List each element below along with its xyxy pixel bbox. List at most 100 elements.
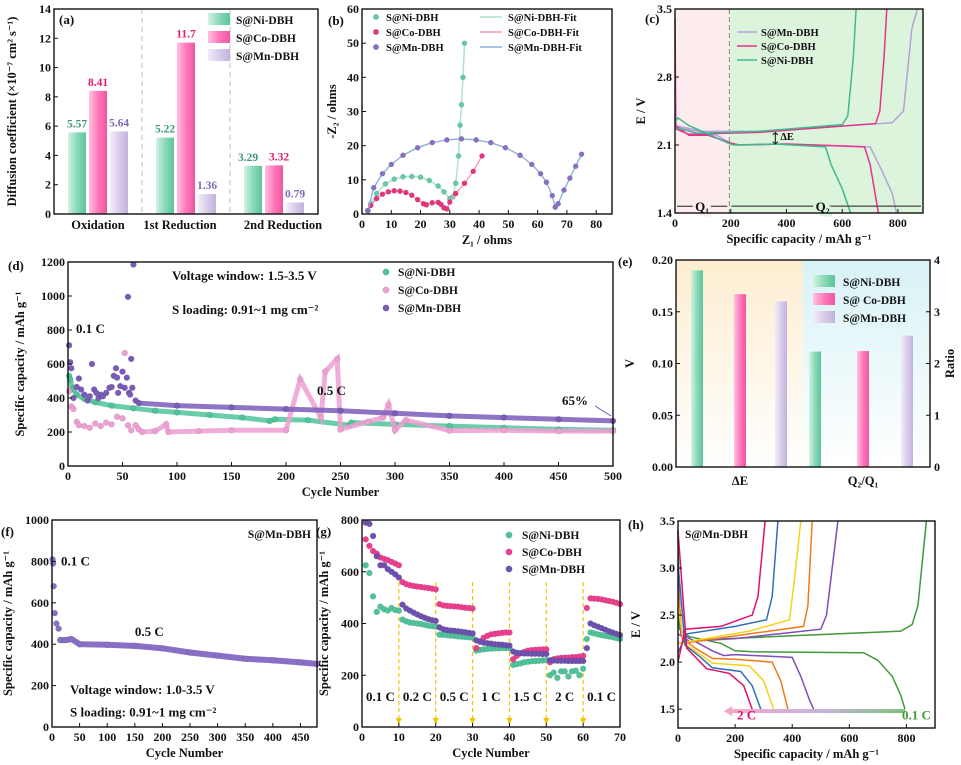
data-point <box>65 342 73 349</box>
rate-label: 0.1 C <box>366 689 395 704</box>
y-tick-label: 400 <box>31 637 49 651</box>
data-point <box>132 421 139 429</box>
rate-switch-arrow <box>432 718 439 725</box>
y-tick-label: 1.4 <box>657 206 672 220</box>
data-point <box>555 200 561 207</box>
bar-s-mn-dbh <box>286 202 304 214</box>
y-tick-label: 0 <box>934 460 940 474</box>
x-tick-label: 600 <box>833 216 851 230</box>
x-tick-label: 250 <box>332 469 350 483</box>
data-point <box>458 101 465 108</box>
data-point <box>572 667 580 674</box>
legend-marker <box>505 565 513 573</box>
y-tick-label: 200 <box>47 425 65 439</box>
x-tick-label: 0 <box>672 216 678 230</box>
x-tick-label: 200 <box>722 216 740 230</box>
panel-label: (a) <box>59 12 74 27</box>
data-point <box>429 199 436 206</box>
bar-s-ni-dbh <box>244 165 262 214</box>
x-tick-label: 80 <box>590 217 602 231</box>
y-tick-label: 1.5 <box>660 702 675 716</box>
data-point <box>579 657 587 665</box>
data-point <box>86 424 94 431</box>
x-tick-label: 10 <box>393 730 405 744</box>
data-point <box>121 384 128 392</box>
rate-label: 0.1 C <box>587 689 616 704</box>
y-tick-label: 14 <box>39 2 51 16</box>
y-tick-label: 50 <box>347 36 359 50</box>
data-point <box>112 365 120 372</box>
data-point <box>75 375 83 382</box>
data-point <box>151 407 159 414</box>
rate-arrow <box>727 709 906 714</box>
data-point <box>566 175 573 181</box>
x-tick-label: 50 <box>117 469 129 483</box>
x-tick-label: 0 <box>675 731 681 745</box>
bar-s-co-dbh <box>265 165 283 214</box>
data-point <box>173 402 181 409</box>
data-point <box>76 640 83 648</box>
data-point <box>373 552 380 560</box>
data-point <box>370 184 377 191</box>
data-point <box>391 427 399 434</box>
data-point <box>127 355 135 363</box>
data-point <box>55 625 62 632</box>
x-axis-title: Z₁ / ohms <box>462 233 512 247</box>
data-point <box>123 374 131 381</box>
category-label: ΔE <box>732 474 748 488</box>
y-axis-title: Specific capacity / mAh g⁻¹ <box>317 551 331 696</box>
y-tick-label: 600 <box>31 596 49 610</box>
y-tick-label: 6 <box>45 119 51 133</box>
panel-label: (c) <box>645 11 659 26</box>
x-tick-label: 100 <box>168 469 186 483</box>
bar-delta-e <box>775 301 787 467</box>
legend-label: S@Mn-DBH <box>761 28 819 39</box>
y-tick-label: 20 <box>347 139 359 153</box>
data-point <box>461 180 468 187</box>
data-point <box>364 418 371 426</box>
y-tick-label: 0 <box>353 207 359 221</box>
legend-label: S@Co-DBH <box>386 28 441 39</box>
x-axis-title: Cycle Number <box>302 485 380 499</box>
data-point <box>369 532 377 540</box>
data-point <box>552 204 559 211</box>
panel-label: (g) <box>316 524 331 539</box>
data-point <box>366 520 373 528</box>
data-point <box>452 180 459 187</box>
data-point <box>395 607 403 614</box>
data-point <box>337 407 344 414</box>
data-point <box>543 179 550 186</box>
data-point <box>81 422 88 430</box>
data-point <box>186 649 194 656</box>
bar-value-label: 3.32 <box>269 151 289 163</box>
data-point <box>528 161 535 168</box>
data-point <box>102 419 110 426</box>
rate-switch-arrow <box>469 718 476 725</box>
y-tick-label: 800 <box>341 513 359 527</box>
data-point <box>266 417 273 425</box>
data-point <box>362 536 369 543</box>
x-tick-label: 400 <box>777 216 795 230</box>
data-point <box>337 426 344 433</box>
x-tick-label: 0 <box>65 469 71 483</box>
data-point <box>228 404 235 411</box>
data-point <box>379 414 387 421</box>
bar-ratio <box>809 351 821 467</box>
rate-label: 0.5 C <box>440 689 469 704</box>
charge-curve <box>677 520 802 645</box>
data-point <box>239 414 246 421</box>
x-tick-label: 200 <box>153 730 171 744</box>
y-tick-label: 1000 <box>41 289 65 303</box>
x-axis-title: Specific capacity / mAh g⁻¹ <box>726 232 871 246</box>
legend-marker <box>382 286 390 294</box>
data-point <box>572 163 579 170</box>
y-tick-label: 0 <box>45 207 51 221</box>
x-tick-label: 250 <box>181 730 199 744</box>
data-point <box>470 168 477 175</box>
data-point <box>400 173 406 180</box>
x-tick-label: 800 <box>897 731 915 745</box>
data-point <box>458 135 465 142</box>
bar-value-label: 5.22 <box>155 124 175 136</box>
x-tick-label: 600 <box>840 731 858 745</box>
